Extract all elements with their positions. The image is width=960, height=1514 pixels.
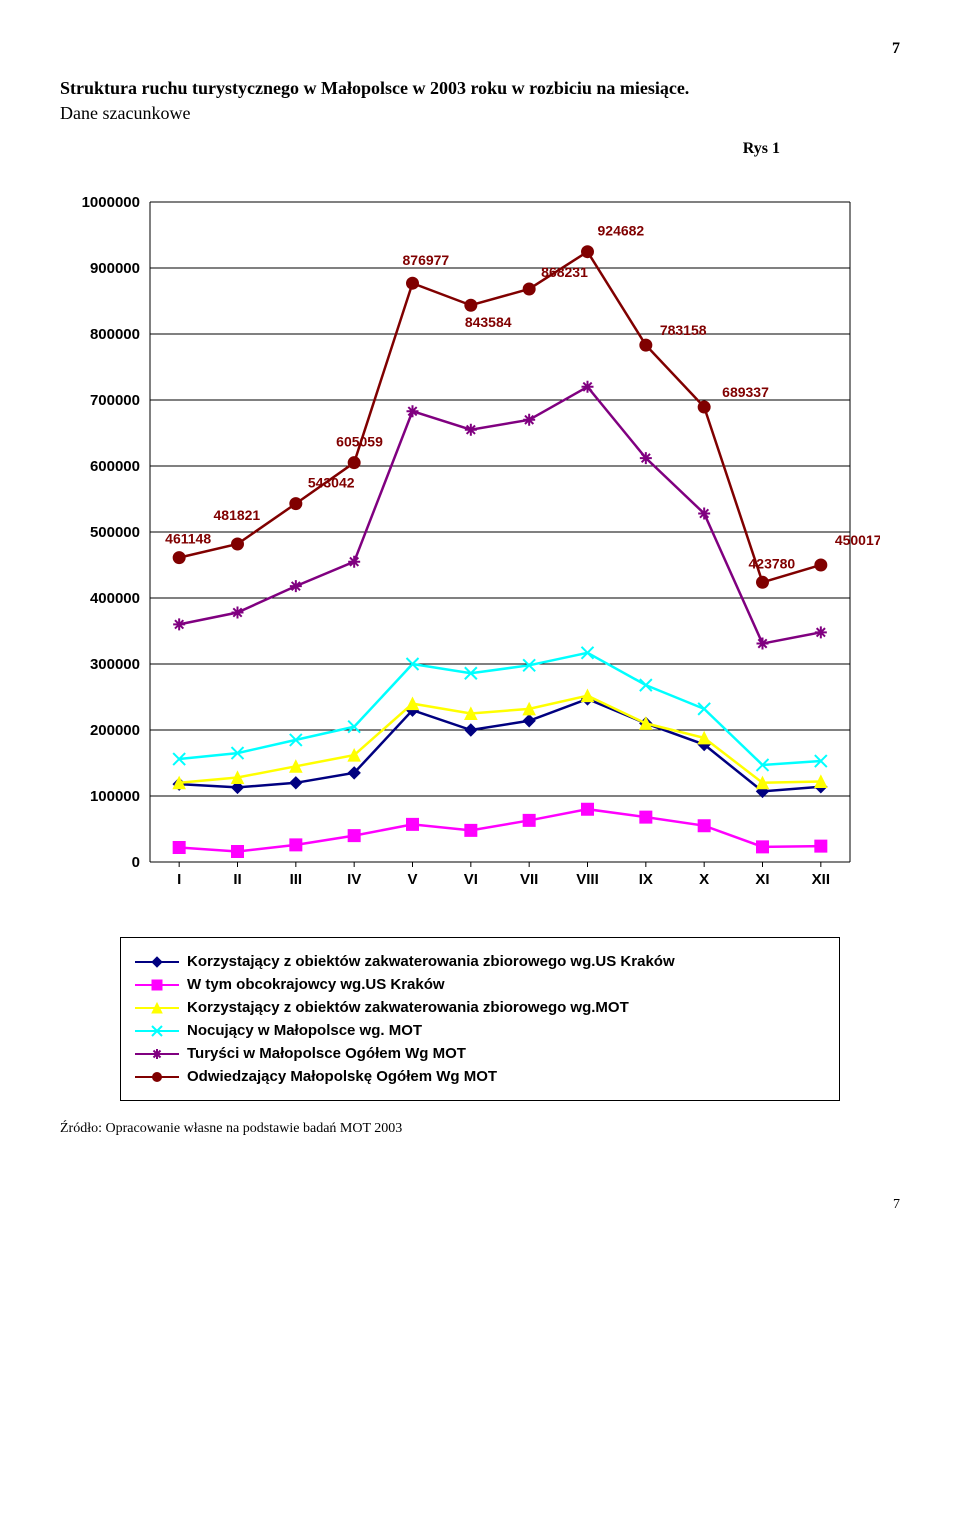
page-number-bottom: 7 xyxy=(60,1197,900,1213)
data-label: 450017 xyxy=(835,532,880,548)
data-point xyxy=(407,818,419,830)
data-point xyxy=(465,299,477,311)
source-note: Źródło: Opracowanie własne na podstawie … xyxy=(60,1121,900,1137)
page-title: Struktura ruchu turystycznego w Małopols… xyxy=(60,78,900,99)
legend-label: Korzystający z obiektów zakwaterowania z… xyxy=(187,953,675,970)
data-point xyxy=(232,845,244,857)
data-point xyxy=(757,841,769,853)
x-tick-label: V xyxy=(407,871,417,888)
page-number-top: 7 xyxy=(60,40,900,58)
legend-item: Korzystający z obiektów zakwaterowania z… xyxy=(135,950,825,973)
legend-marker-icon xyxy=(150,978,164,992)
x-tick-label: XII xyxy=(812,871,830,888)
data-point xyxy=(523,814,535,826)
x-tick-label: IX xyxy=(639,871,653,888)
data-label: 876977 xyxy=(403,252,450,268)
page-subtitle: Dane szacunkowe xyxy=(60,103,900,124)
legend-swatch xyxy=(135,955,179,969)
legend-swatch xyxy=(135,1001,179,1015)
x-tick-label: IV xyxy=(347,871,361,888)
data-label: 868231 xyxy=(541,264,588,280)
data-point xyxy=(232,538,244,550)
y-tick-label: 1000000 xyxy=(82,194,140,211)
data-label: 924682 xyxy=(598,223,645,239)
x-tick-label: I xyxy=(177,871,181,888)
legend-item: Nocujący w Małopolsce wg. MOT xyxy=(135,1019,825,1042)
data-label: 481821 xyxy=(214,507,261,523)
legend-marker-icon xyxy=(150,1070,164,1084)
data-point xyxy=(640,811,652,823)
data-point xyxy=(698,401,710,413)
data-point xyxy=(348,830,360,842)
legend-label: Korzystający z obiektów zakwaterowania z… xyxy=(187,999,629,1016)
y-tick-label: 300000 xyxy=(90,656,140,673)
data-point xyxy=(290,839,302,851)
x-tick-label: VIII xyxy=(576,871,599,888)
data-point xyxy=(290,498,302,510)
data-point xyxy=(173,552,185,564)
y-tick-label: 600000 xyxy=(90,458,140,475)
x-tick-label: VII xyxy=(520,871,538,888)
legend-marker-icon xyxy=(150,955,164,969)
legend-swatch xyxy=(135,1024,179,1038)
legend-swatch xyxy=(135,1047,179,1061)
data-label: 423780 xyxy=(749,555,796,571)
data-label: 605059 xyxy=(336,434,383,450)
legend: Korzystający z obiektów zakwaterowania z… xyxy=(120,937,840,1101)
legend-marker-icon xyxy=(150,1024,164,1038)
data-label: 783158 xyxy=(660,322,707,338)
x-tick-label: X xyxy=(699,871,709,888)
legend-item: W tym obcokrajowcy wg.US Kraków xyxy=(135,973,825,996)
y-tick-label: 400000 xyxy=(90,590,140,607)
data-point xyxy=(698,820,710,832)
chart-svg: 0 100000 200000 300000 400000 500000 600000 700… xyxy=(60,182,880,902)
y-tick-label: 700000 xyxy=(90,392,140,409)
y-tick-label: 0 xyxy=(132,854,140,871)
legend-item: Odwiedzający Małopolskę Ogółem Wg MOT xyxy=(135,1065,825,1088)
legend-swatch xyxy=(135,1070,179,1084)
x-tick-label: III xyxy=(290,871,303,888)
legend-label: Odwiedzający Małopolskę Ogółem Wg MOT xyxy=(187,1068,497,1085)
legend-label: Turyści w Małopolsce Ogółem Wg MOT xyxy=(187,1045,466,1062)
legend-marker-icon xyxy=(150,1001,164,1015)
legend-label: Nocujący w Małopolsce wg. MOT xyxy=(187,1022,422,1039)
legend-swatch xyxy=(135,978,179,992)
data-point xyxy=(523,283,535,295)
legend-label: W tym obcokrajowcy wg.US Kraków xyxy=(187,976,445,993)
figure-label: Rys 1 xyxy=(60,140,900,158)
data-point xyxy=(407,277,419,289)
x-tick-label: XI xyxy=(755,871,769,888)
legend-item: Turyści w Małopolsce Ogółem Wg MOT xyxy=(135,1042,825,1065)
y-tick-label: 900000 xyxy=(90,260,140,277)
legend-marker-icon xyxy=(150,1047,164,1061)
data-point xyxy=(815,840,827,852)
x-tick-label: II xyxy=(233,871,241,888)
y-tick-label: 100000 xyxy=(90,788,140,805)
data-point xyxy=(348,457,360,469)
data-label: 543042 xyxy=(308,475,355,491)
data-point xyxy=(173,841,185,853)
x-tick-label: VI xyxy=(464,871,478,888)
legend-item: Korzystający z obiektów zakwaterowania z… xyxy=(135,996,825,1019)
chart: 0 100000 200000 300000 400000 500000 600000 700… xyxy=(60,182,900,907)
data-point xyxy=(815,559,827,571)
data-point xyxy=(465,824,477,836)
data-point xyxy=(582,803,594,815)
data-label: 843584 xyxy=(465,314,512,330)
data-point xyxy=(582,246,594,258)
y-tick-label: 500000 xyxy=(90,524,140,541)
data-point xyxy=(640,339,652,351)
y-tick-label: 800000 xyxy=(90,326,140,343)
data-point xyxy=(757,576,769,588)
data-label: 689337 xyxy=(722,384,769,400)
data-label: 461148 xyxy=(165,531,211,547)
y-tick-label: 200000 xyxy=(90,722,140,739)
